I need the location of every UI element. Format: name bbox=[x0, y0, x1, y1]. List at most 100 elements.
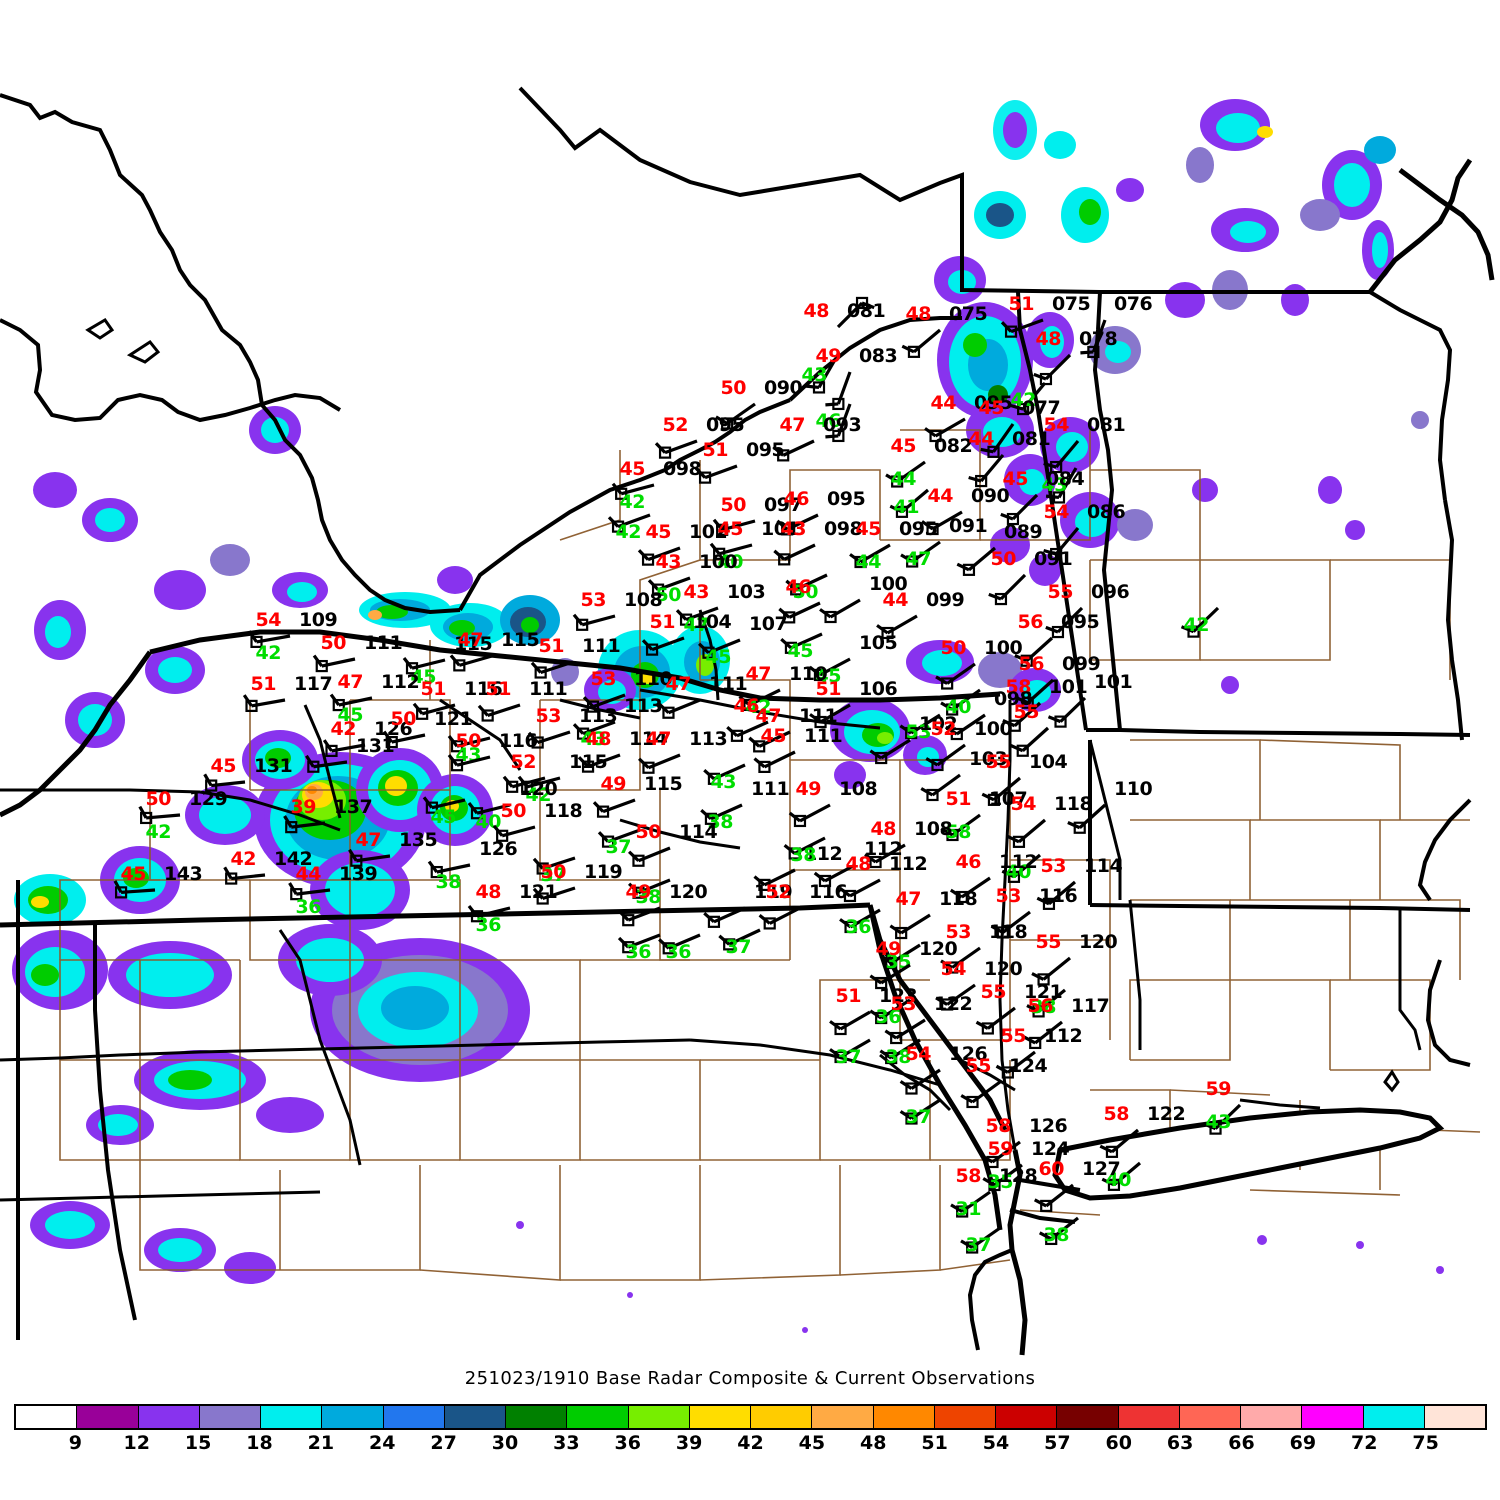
station-temperature: 49 bbox=[875, 938, 902, 960]
station-symbol bbox=[581, 760, 595, 773]
station-pressure: 112 bbox=[804, 843, 843, 865]
colorbar-tick: 66 bbox=[1228, 1432, 1255, 1454]
station-dewpoint: 45 bbox=[430, 806, 457, 828]
wind-barb bbox=[427, 860, 471, 879]
colorbar-segment bbox=[628, 1406, 690, 1428]
station-pressure: 111 bbox=[804, 725, 843, 747]
station-symbol bbox=[843, 889, 857, 903]
wind-barb bbox=[572, 613, 616, 631]
wind-barb bbox=[921, 510, 963, 536]
station-temperature: 45 bbox=[978, 397, 1005, 419]
wind-barb bbox=[968, 453, 1005, 488]
station-symbol bbox=[778, 553, 791, 566]
wind-barb bbox=[869, 998, 911, 1025]
station-dewpoint: 42 bbox=[1010, 389, 1037, 411]
station-pressure: 120 bbox=[1079, 931, 1118, 953]
wind-barb bbox=[839, 908, 881, 934]
colorbar-tick: 75 bbox=[1412, 1432, 1439, 1454]
wind-barb bbox=[899, 713, 941, 740]
station-pressure: 090 bbox=[971, 485, 1010, 507]
station-symbol bbox=[1032, 1005, 1045, 1018]
station-symbol bbox=[405, 662, 419, 675]
station-symbol bbox=[536, 862, 549, 875]
station-temperature: 48 bbox=[475, 881, 502, 903]
wind-barb bbox=[617, 933, 661, 954]
wind-barb bbox=[1043, 439, 1080, 474]
station-symbol bbox=[885, 956, 898, 970]
wind-barb bbox=[788, 803, 831, 828]
station-symbol bbox=[645, 643, 659, 656]
station-symbol bbox=[723, 938, 736, 951]
wind-barb bbox=[641, 636, 685, 656]
station-temperature: 49 bbox=[795, 778, 822, 800]
wind-barb bbox=[988, 573, 1027, 606]
colorbar-segment bbox=[751, 1406, 813, 1428]
wind-barb bbox=[247, 630, 291, 649]
station-temperature: 53 bbox=[890, 993, 917, 1015]
station-symbol bbox=[622, 914, 635, 927]
station-dewpoint: 42 bbox=[525, 784, 552, 806]
station-symbol bbox=[986, 1155, 999, 1169]
wind-barb bbox=[960, 1226, 1001, 1254]
station-symbol bbox=[450, 740, 464, 753]
wind-barb bbox=[753, 868, 796, 892]
wind-barb bbox=[718, 928, 761, 951]
station-symbol bbox=[1021, 696, 1034, 709]
station-symbol bbox=[907, 345, 921, 358]
station-pressure: 124 bbox=[1009, 1055, 1048, 1077]
colorbar-segment bbox=[567, 1406, 629, 1428]
wind-barb bbox=[980, 1140, 1021, 1169]
station-symbol bbox=[425, 801, 438, 814]
station-symbol bbox=[758, 760, 771, 774]
station-symbol bbox=[702, 646, 715, 659]
station-symbol bbox=[987, 445, 1000, 458]
wind-barb bbox=[879, 1038, 921, 1065]
wind-barb bbox=[1038, 1216, 1079, 1246]
station-pressure: 112 bbox=[864, 838, 903, 860]
station-temperature: 44 bbox=[968, 428, 995, 450]
station-pressure: 104 bbox=[1029, 751, 1068, 773]
station-temperature: 42 bbox=[330, 718, 357, 740]
station-pressure: 114 bbox=[679, 821, 718, 843]
wind-barb bbox=[305, 754, 348, 773]
station-pressure: 117 bbox=[1071, 995, 1110, 1017]
station-temperature: 50 bbox=[455, 730, 482, 752]
map-canvas[interactable]: 48 081 48 075 51 075 076 43 48 078 49 083 42 50 090 46 4… bbox=[0, 0, 1500, 1360]
wind-barb bbox=[900, 540, 941, 568]
station-pressure: 075 bbox=[1052, 293, 1091, 315]
wind-barb bbox=[203, 773, 246, 792]
colorbar-tick: 39 bbox=[675, 1432, 703, 1454]
wind-barb bbox=[1026, 988, 1067, 1018]
station-symbol bbox=[987, 793, 1001, 806]
echo-group-lake-ontario bbox=[272, 572, 730, 712]
wind-barb bbox=[532, 886, 576, 905]
station-temperature: 51 bbox=[485, 678, 512, 700]
station-symbol bbox=[205, 779, 218, 792]
station-pressure: 101 bbox=[761, 518, 800, 540]
station-pressure: 113 bbox=[689, 728, 728, 750]
station-symbol bbox=[707, 772, 721, 785]
station-pressure: 115 bbox=[454, 633, 493, 655]
wind-barb bbox=[138, 805, 181, 825]
wind-barb bbox=[467, 905, 511, 923]
colorbar-swatches[interactable] bbox=[14, 1404, 1487, 1430]
station-symbol bbox=[891, 475, 904, 488]
station-dewpoint: 31 bbox=[955, 1198, 982, 1220]
station-temperature: 52 bbox=[765, 881, 792, 903]
station-temperature: 44 bbox=[927, 485, 954, 507]
wind-barb bbox=[449, 654, 493, 672]
station-symbol bbox=[781, 523, 794, 536]
station-symbol bbox=[290, 888, 303, 901]
wind-barb bbox=[709, 542, 753, 560]
station-pressure: 098 bbox=[824, 518, 863, 540]
colorbar-tick: 57 bbox=[1044, 1432, 1071, 1454]
station-pressure: 116 bbox=[464, 678, 503, 700]
wind-barb bbox=[950, 1190, 991, 1218]
station-symbol bbox=[632, 886, 645, 899]
colorbar-tick: 48 bbox=[860, 1432, 887, 1454]
wind-barb bbox=[637, 753, 681, 774]
station-symbol bbox=[790, 583, 803, 596]
station-pressure: 114 bbox=[629, 728, 668, 750]
echo-group-capital bbox=[830, 640, 1239, 789]
colorbar-tick: 42 bbox=[737, 1432, 764, 1454]
